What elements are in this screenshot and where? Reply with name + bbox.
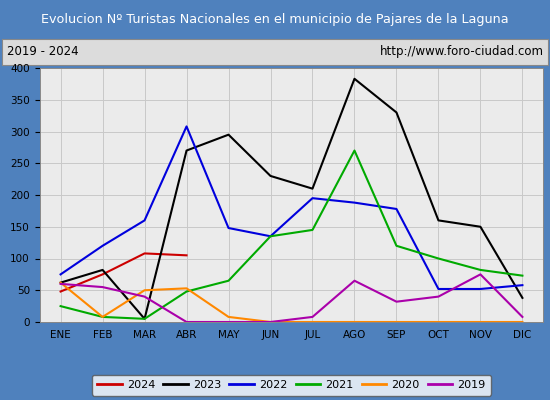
Legend: 2024, 2023, 2022, 2021, 2020, 2019: 2024, 2023, 2022, 2021, 2020, 2019	[92, 374, 491, 396]
Text: http://www.foro-ciudad.com: http://www.foro-ciudad.com	[379, 45, 543, 58]
Text: Evolucion Nº Turistas Nacionales en el municipio de Pajares de la Laguna: Evolucion Nº Turistas Nacionales en el m…	[41, 12, 509, 26]
Text: 2019 - 2024: 2019 - 2024	[7, 45, 78, 58]
